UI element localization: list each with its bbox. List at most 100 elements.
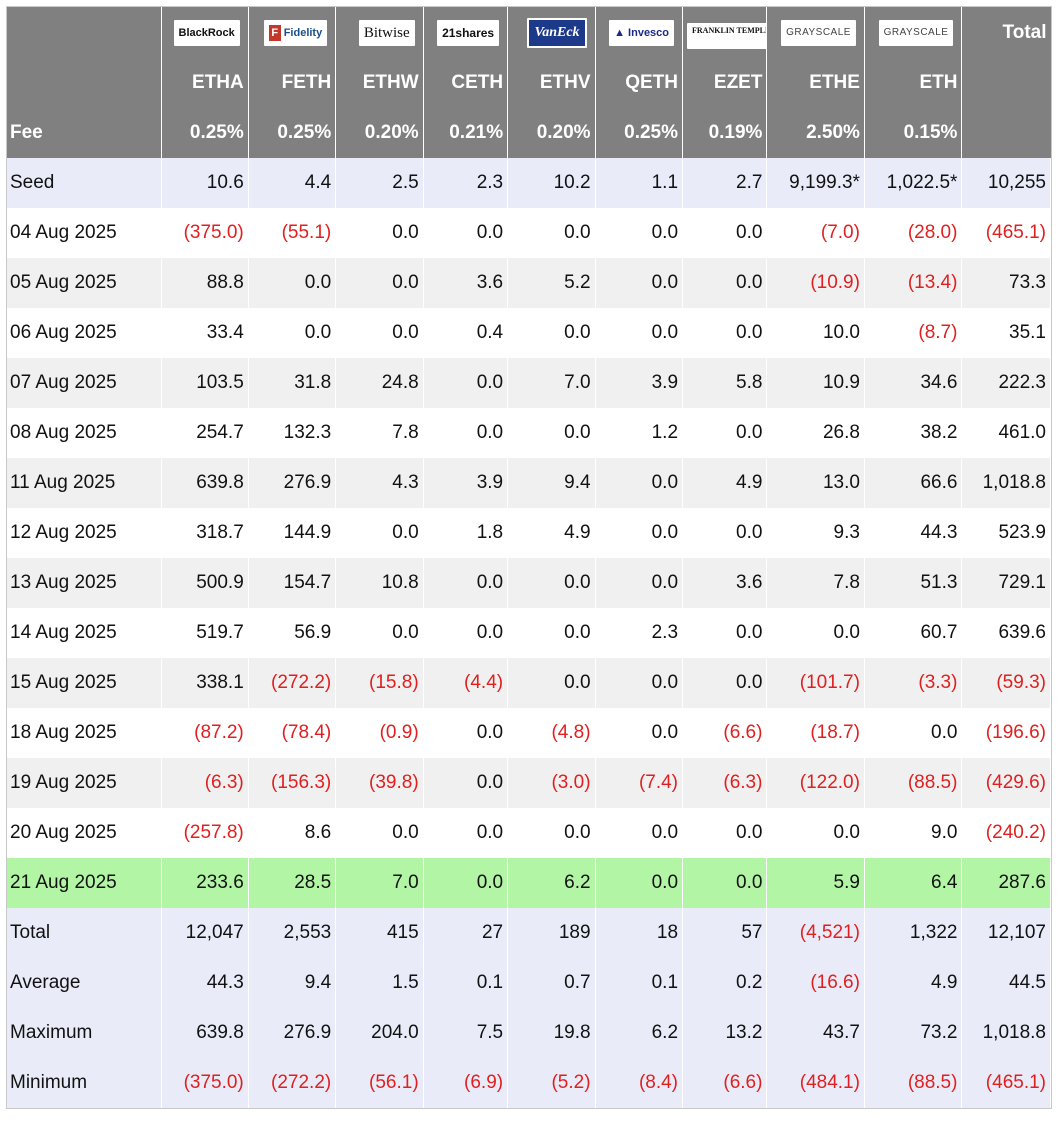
cell-ethv: 6.2 <box>507 858 596 908</box>
cell-ceth: 0.0 <box>423 408 509 458</box>
cell-ethw: 0.0 <box>335 308 424 358</box>
cell-eth: (28.0) <box>864 208 963 258</box>
row-label: 15 Aug 2025 <box>7 658 163 708</box>
cell-ethe: (101.7) <box>766 658 865 708</box>
cell-total: 73.3 <box>961 258 1051 308</box>
cell-ethv: 0.0 <box>507 808 596 858</box>
cell-qeth: 1.1 <box>595 158 684 208</box>
row-label: 08 Aug 2025 <box>7 408 163 458</box>
cell-ezet: 0.0 <box>682 208 768 258</box>
brand-logo-row: BlackRock F Fidelity Bitwise 21shares Van… <box>7 7 1051 58</box>
cell-feth: 4.4 <box>248 158 337 208</box>
ticker-corner-cell <box>7 58 163 108</box>
cell-ethw: (56.1) <box>335 1058 424 1108</box>
ticker-etha: ETHA <box>161 58 249 108</box>
cell-ceth: 0.0 <box>423 208 509 258</box>
cell-total: (429.6) <box>961 758 1051 808</box>
cell-ethe: 5.9 <box>766 858 865 908</box>
cell-eth: 44.3 <box>864 508 963 558</box>
cell-ethv: 0.0 <box>507 308 596 358</box>
cell-total: 44.5 <box>961 958 1051 1008</box>
brand-logo-vaneck: VanEck <box>507 7 596 58</box>
cell-ethv: (5.2) <box>507 1058 596 1108</box>
cell-total: 1,018.8 <box>961 458 1051 508</box>
cell-ethv: (3.0) <box>507 758 596 808</box>
invesco-mark-icon: ▲ <box>614 26 625 39</box>
cell-ceth: 1.8 <box>423 508 509 558</box>
cell-etha: 12,047 <box>161 908 249 958</box>
row-label: 04 Aug 2025 <box>7 208 163 258</box>
cell-ethw: 24.8 <box>335 358 424 408</box>
cell-ezet: (6.3) <box>682 758 768 808</box>
fee-qeth: 0.25% <box>595 108 684 158</box>
cell-ceth: (4.4) <box>423 658 509 708</box>
table-row: Average 44.3 9.4 1.5 0.1 0.7 0.1 0.2 (16.6) 4.9 44… <box>7 958 1051 1008</box>
cell-ethv: 0.0 <box>507 658 596 708</box>
cell-etha: 519.7 <box>161 608 249 658</box>
table-row: Seed 10.6 4.4 2.5 2.3 10.2 1.1 2.7 9,199.3* 1,022… <box>7 158 1051 208</box>
table-row: 15 Aug 2025 338.1 (272.2) (15.8) (4.4) 0.0 0.0… <box>7 658 1051 708</box>
etf-flow-table-container: BlackRock F Fidelity Bitwise 21shares Van… <box>6 6 1052 1109</box>
cell-feth: 154.7 <box>248 558 337 608</box>
cell-ceth: 0.0 <box>423 558 509 608</box>
cell-ethv: 19.8 <box>507 1008 596 1058</box>
cell-feth: 28.5 <box>248 858 337 908</box>
cell-etha: (87.2) <box>161 708 249 758</box>
cell-ceth: 0.4 <box>423 308 509 358</box>
fee-ceth: 0.21% <box>423 108 509 158</box>
cell-feth: 9.4 <box>248 958 337 1008</box>
cell-etha: 233.6 <box>161 858 249 908</box>
cell-ethv: 0.0 <box>507 208 596 258</box>
table-row: 12 Aug 2025 318.7 144.9 0.0 1.8 4.9 0.0 0.0 9.3 4… <box>7 508 1051 558</box>
cell-eth: (13.4) <box>864 258 963 308</box>
cell-ezet: 2.7 <box>682 158 768 208</box>
cell-ethw: 10.8 <box>335 558 424 608</box>
row-label: 18 Aug 2025 <box>7 708 163 758</box>
cell-ethe: 0.0 <box>766 808 865 858</box>
cell-eth: 66.6 <box>864 458 963 508</box>
row-label: 06 Aug 2025 <box>7 308 163 358</box>
cell-eth: (8.7) <box>864 308 963 358</box>
fee-eth: 0.15% <box>864 108 963 158</box>
cell-ethv: 7.0 <box>507 358 596 408</box>
row-label: 13 Aug 2025 <box>7 558 163 608</box>
fee-label: Fee <box>7 108 163 158</box>
cell-ezet: 0.0 <box>682 408 768 458</box>
cell-feth: 56.9 <box>248 608 337 658</box>
cell-ethw: 1.5 <box>335 958 424 1008</box>
cell-etha: (375.0) <box>161 208 249 258</box>
cell-eth: 60.7 <box>864 608 963 658</box>
ticker-feth: FETH <box>248 58 337 108</box>
cell-etha: 318.7 <box>161 508 249 558</box>
ticker-eth: ETH <box>864 58 963 108</box>
ticker-ezet: EZET <box>682 58 768 108</box>
cell-ethw: 415 <box>335 908 424 958</box>
cell-total: (465.1) <box>961 208 1051 258</box>
cell-qeth: 0.0 <box>595 208 684 258</box>
ticker-ethw: ETHW <box>335 58 424 108</box>
brand-logo-invesco: ▲ Invesco <box>595 7 684 58</box>
cell-ezet: 57 <box>682 908 768 958</box>
ticker-total-blank <box>961 58 1051 108</box>
table-row: 21 Aug 2025 233.6 28.5 7.0 0.0 6.2 0.0 0.0 5.9 6.… <box>7 858 1051 908</box>
cell-qeth: (7.4) <box>595 758 684 808</box>
table-row: Total 12,047 2,553 415 27 189 18 57 (4,521) 1,322… <box>7 908 1051 958</box>
cell-eth: (3.3) <box>864 658 963 708</box>
cell-ceth: 0.0 <box>423 758 509 808</box>
cell-ezet: 0.2 <box>682 958 768 1008</box>
cell-qeth: 0.0 <box>595 858 684 908</box>
cell-ethe: 9.3 <box>766 508 865 558</box>
cell-ethe: 43.7 <box>766 1008 865 1058</box>
cell-qeth: 0.0 <box>595 308 684 358</box>
cell-qeth: 2.3 <box>595 608 684 658</box>
cell-ethw: 7.0 <box>335 858 424 908</box>
table-row: 05 Aug 2025 88.8 0.0 0.0 3.6 5.2 0.0 0.0 (10.9)(… <box>7 258 1051 308</box>
cell-ezet: 0.0 <box>682 608 768 658</box>
cell-feth: 2,553 <box>248 908 337 958</box>
ticker-row: ETHA FETH ETHW CETH ETHV QETH EZET ETHE … <box>7 58 1051 108</box>
cell-etha: (375.0) <box>161 1058 249 1108</box>
cell-eth: 38.2 <box>864 408 963 458</box>
row-label: Seed <box>7 158 163 208</box>
cell-ezet: 3.6 <box>682 558 768 608</box>
cell-ethv: 189 <box>507 908 596 958</box>
